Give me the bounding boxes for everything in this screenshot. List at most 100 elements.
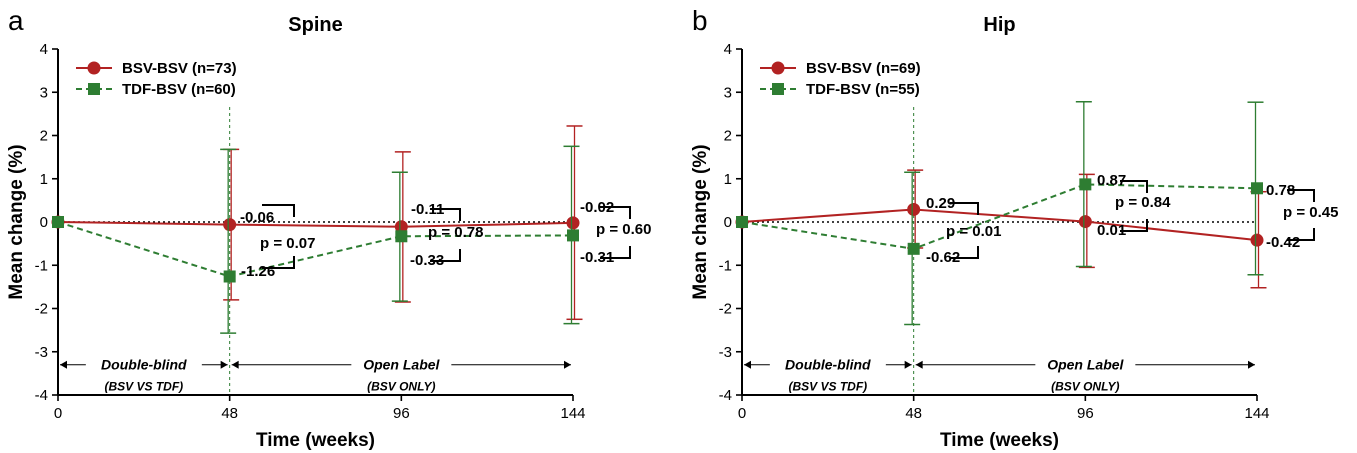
bracket-bottom [262, 256, 295, 269]
data-point [907, 202, 921, 216]
y-tick-label: 4 [724, 41, 732, 58]
value-label: -0.33 [410, 252, 444, 269]
data-point [1250, 233, 1264, 247]
value-label: -0.31 [580, 249, 614, 266]
x-tick-label: 96 [393, 405, 410, 422]
data-point [394, 220, 408, 234]
y-tick-label: 1 [40, 171, 48, 188]
legend-entry: BSV-BSV (n=69) [806, 60, 921, 77]
value-label: -0.42 [1266, 234, 1300, 251]
open-label-arrow-head-right [1248, 360, 1255, 369]
double-blind-arrow-head-right [220, 360, 228, 369]
y-tick-label: 2 [724, 128, 732, 145]
y-tick-label: 3 [40, 84, 48, 101]
value-label: 0.78 [1266, 182, 1295, 199]
legend-marker [772, 83, 784, 95]
series-line [741, 183, 1258, 250]
y-tick-label: 3 [724, 84, 732, 101]
x-tick-label: 144 [1244, 405, 1269, 422]
y-tick-label: -2 [35, 301, 48, 318]
legend-entry: BSV-BSV (n=73) [122, 60, 237, 77]
series-tdf-bsv [52, 145, 580, 334]
period-label: Open Label [1047, 357, 1124, 373]
period-sublabel: (BSV VS TDF) [788, 380, 867, 394]
y-tick-label: 2 [40, 128, 48, 145]
p-value-label: p = 0.78 [428, 224, 483, 241]
panel-letter: a [8, 5, 24, 36]
legend-marker [87, 61, 101, 75]
p-value-label: p = 0.07 [260, 235, 315, 252]
bracket-bottom [1287, 228, 1315, 241]
series-line [57, 221, 574, 228]
y-tick-label: 4 [40, 41, 48, 58]
value-label: -0.02 [580, 199, 614, 216]
chart-panel-b: b Hip -4 -3 -2 -1 0 1 2 3 4 0 48 96 144 Time (weeks) Mea… [690, 5, 1338, 451]
y-tick-label: -3 [719, 344, 732, 361]
data-point [736, 216, 748, 228]
panel-letter: b [692, 5, 708, 36]
panel-title: Hip [983, 14, 1015, 36]
series-line [741, 208, 1258, 242]
period-label-bg [769, 354, 886, 373]
data-point [223, 218, 237, 232]
bracket-bottom [430, 249, 461, 262]
x-axis-title: Time (weeks) [256, 430, 375, 451]
y-tick-label: -4 [35, 387, 48, 404]
y-tick-label: -4 [719, 387, 732, 404]
period-label: Double-blind [101, 357, 187, 373]
open-label-arrow-head-left [915, 360, 923, 369]
double-blind-arrow-head-left [60, 360, 67, 369]
bracket-top [262, 204, 295, 217]
data-point [1079, 178, 1092, 191]
data-point [567, 229, 579, 242]
x-tick-label: 96 [1077, 405, 1094, 422]
bracket-bottom [600, 246, 631, 259]
legend-entry: TDF-BSV (n=55) [806, 81, 920, 98]
y-tick-label: 1 [724, 171, 732, 188]
value-label: -0.06 [240, 209, 274, 226]
y-tick-label: -1 [719, 257, 732, 274]
p-value-label: p = 0.45 [1283, 204, 1338, 221]
bracket-top [600, 206, 631, 219]
y-tick-label: -3 [35, 344, 48, 361]
x-tick-label: 48 [905, 405, 922, 422]
value-label: -0.62 [926, 249, 960, 266]
x-tick-label: 144 [560, 405, 585, 422]
chart-panel-a: a Spine -4 -3 -2 -1 0 1 2 3 4 0 48 96 144 Time (weeks) M… [6, 5, 651, 451]
period-label: Open Label [363, 357, 440, 373]
data-point [566, 216, 580, 230]
series-bsv-bsv [735, 169, 1267, 289]
data-point [1078, 215, 1092, 229]
data-point [395, 230, 408, 243]
data-point [52, 216, 64, 228]
series-tdf-bsv [736, 101, 1264, 326]
series-line [57, 221, 574, 278]
p-value-label: p = 0.01 [946, 223, 1001, 240]
series-bsv-bsv [51, 125, 583, 321]
bracket-bottom [1120, 219, 1148, 232]
period-sublabel: (BSV ONLY) [367, 380, 435, 394]
y-tick-label: 0 [724, 214, 732, 231]
x-tick-label: 0 [738, 405, 746, 422]
bracket-top [1287, 189, 1315, 202]
period-label: Double-blind [785, 357, 871, 373]
p-value-label: p = 0.60 [596, 221, 651, 238]
double-blind-arrow-head-left [744, 360, 751, 369]
data-point [1251, 182, 1263, 195]
y-axis-title: Mean change (%) [6, 144, 27, 299]
legend-marker [771, 61, 785, 75]
bracket-bottom [950, 246, 979, 259]
period-sublabel: (BSV ONLY) [1051, 380, 1119, 394]
x-tick-label: 48 [221, 405, 238, 422]
value-label: 0.29 [926, 195, 955, 212]
legend-marker [88, 83, 100, 95]
period-sublabel: (BSV VS TDF) [104, 380, 183, 394]
double-blind-arrow-head-right [904, 360, 912, 369]
value-label: -1.26 [241, 263, 275, 280]
value-label: -0.11 [411, 201, 444, 218]
period-label-bg [85, 354, 202, 373]
y-axis-title: Mean change (%) [690, 144, 711, 299]
x-tick-label: 0 [54, 405, 62, 422]
